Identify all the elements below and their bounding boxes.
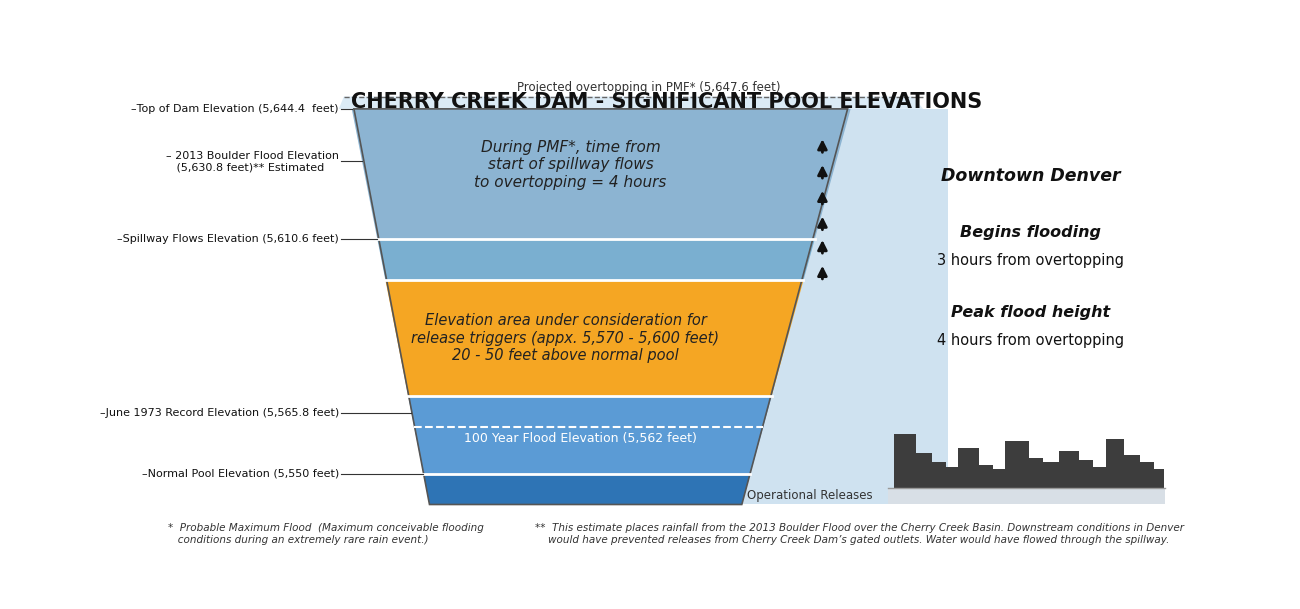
Bar <box>979 465 993 488</box>
Bar <box>958 448 979 488</box>
Bar <box>894 434 916 488</box>
Polygon shape <box>377 239 815 280</box>
Polygon shape <box>408 396 772 474</box>
Polygon shape <box>742 109 949 504</box>
Bar <box>1005 441 1030 488</box>
Bar <box>1093 467 1105 488</box>
Bar <box>1140 462 1154 488</box>
Text: – 2013 Boulder Flood Elevation
   (5,630.8 feet)** Estimated: – 2013 Boulder Flood Elevation (5,630.8 … <box>166 150 339 172</box>
Text: During PMF*, time from
start of spillway flows
to overtopping = 4 hours: During PMF*, time from start of spillway… <box>474 140 667 189</box>
Bar <box>932 462 946 488</box>
Polygon shape <box>386 280 803 396</box>
Bar <box>916 453 932 488</box>
Text: **  This estimate places rainfall from the 2013 Boulder Flood over the Cherry Cr: ** This estimate places rainfall from th… <box>536 523 1184 545</box>
Bar <box>1079 460 1093 488</box>
Text: Operational Releases: Operational Releases <box>746 489 872 502</box>
Bar <box>1105 439 1123 488</box>
Text: CHERRY CREEK DAM - SIGNIFICANT POOL ELEVATIONS: CHERRY CREEK DAM - SIGNIFICANT POOL ELEV… <box>351 92 982 112</box>
Bar <box>1028 457 1043 488</box>
Polygon shape <box>424 474 750 504</box>
Bar <box>993 470 1005 488</box>
Text: Begins flooding: Begins flooding <box>961 225 1101 240</box>
Bar <box>888 488 1165 504</box>
Bar <box>946 467 958 488</box>
Polygon shape <box>339 97 923 109</box>
Text: –June 1973 Record Elevation (5,565.8 feet): –June 1973 Record Elevation (5,565.8 fee… <box>100 407 339 418</box>
Text: Peak flood height: Peak flood height <box>952 304 1110 320</box>
Text: 100 Year Flood Elevation (5,562 feet): 100 Year Flood Elevation (5,562 feet) <box>464 432 697 445</box>
Bar <box>1123 456 1140 488</box>
Text: Elevation area under consideration for
release triggers (appx. 5,570 - 5,600 fee: Elevation area under consideration for r… <box>411 314 720 364</box>
Bar <box>1154 470 1164 488</box>
Text: 4 hours from overtopping: 4 hours from overtopping <box>937 333 1124 348</box>
Text: –Top of Dam Elevation (5,644.4  feet): –Top of Dam Elevation (5,644.4 feet) <box>131 104 339 114</box>
Text: *  Probable Maximum Flood  (Maximum conceivable flooding
   conditions during an: * Probable Maximum Flood (Maximum concei… <box>168 523 484 545</box>
Text: –Spillway Flows Elevation (5,610.6 feet): –Spillway Flows Elevation (5,610.6 feet) <box>117 234 339 244</box>
Bar <box>1043 462 1060 488</box>
Polygon shape <box>352 109 850 239</box>
Text: Downtown Denver: Downtown Denver <box>941 167 1121 185</box>
Text: –Normal Pool Elevation (5,550 feet): –Normal Pool Elevation (5,550 feet) <box>142 468 339 479</box>
Text: 3 hours from overtopping: 3 hours from overtopping <box>937 253 1124 268</box>
Text: Projected overtopping in PMF* (5,647.6 feet): Projected overtopping in PMF* (5,647.6 f… <box>517 81 780 94</box>
Bar <box>1060 451 1079 488</box>
